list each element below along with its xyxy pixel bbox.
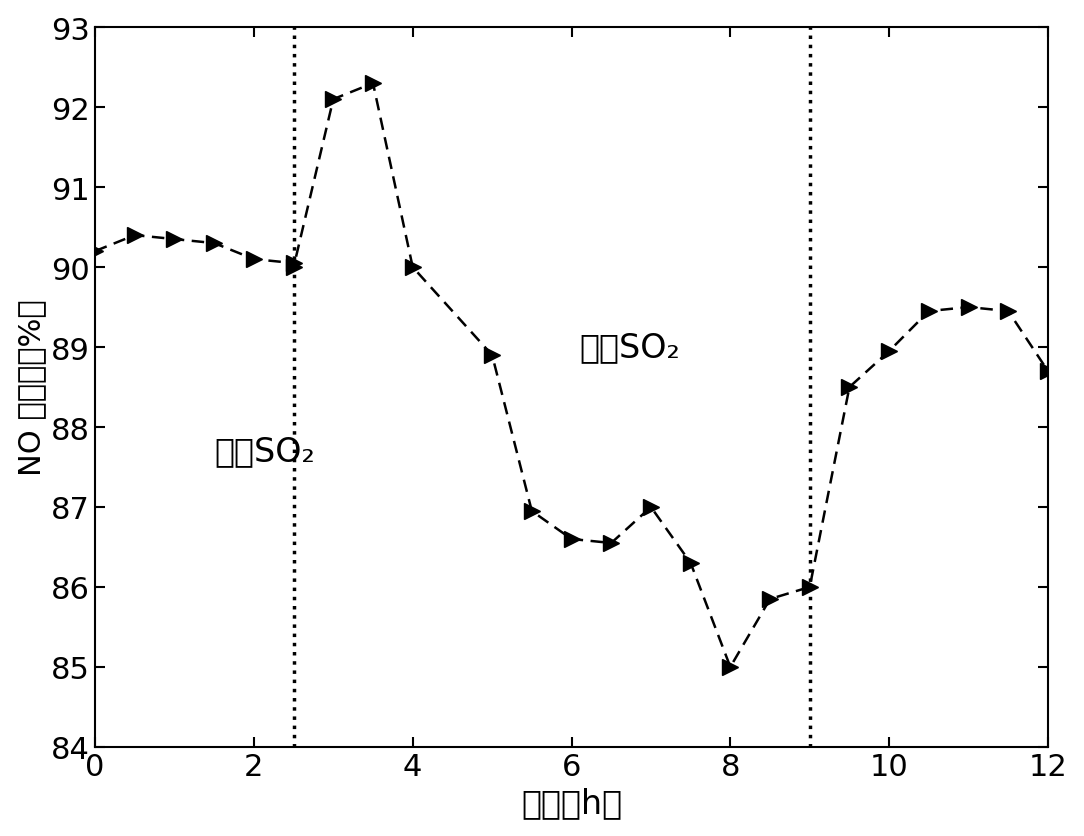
Y-axis label: NO 脉除率（%）: NO 脉除率（%）	[16, 299, 46, 476]
Text: 打开SO₂: 打开SO₂	[215, 435, 315, 468]
Text: 关闭SO₂: 关闭SO₂	[580, 331, 681, 364]
X-axis label: 时间（h）: 时间（h）	[521, 787, 622, 819]
